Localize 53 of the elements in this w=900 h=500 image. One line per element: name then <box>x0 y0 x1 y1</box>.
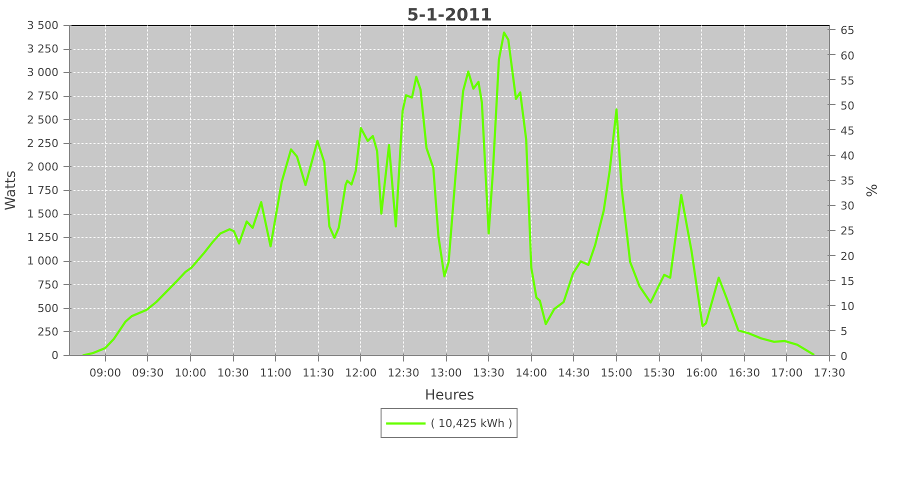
y-tick-label: 2 250 <box>27 136 59 150</box>
y-tick-label: 1 000 <box>27 254 59 268</box>
y-tick-label: 3 500 <box>27 19 59 32</box>
x-tick-label: 12:00 <box>345 366 377 380</box>
x-axis-title: Heures <box>424 388 474 404</box>
y-tick-label: 250 <box>38 325 59 338</box>
x-tick-label: 11:00 <box>260 366 292 380</box>
y2-tick-label: 20 <box>840 250 854 263</box>
y-tick-label: 2 500 <box>27 113 59 126</box>
y2-tick-label: 60 <box>840 49 854 62</box>
x-tick-label: 17:00 <box>771 366 803 380</box>
x-tick-label: 09:30 <box>132 366 164 380</box>
x-tick-label: 15:30 <box>643 366 675 380</box>
y2-tick-label: 50 <box>840 99 854 112</box>
y-tick-label: 3 000 <box>27 66 59 80</box>
x-tick-label: 16:30 <box>728 366 760 380</box>
line-series <box>82 31 816 356</box>
x-tick-label: 10:30 <box>217 366 249 380</box>
y2-tick-label: 10 <box>840 300 854 313</box>
chart-title: 5-1-2011 <box>406 6 492 26</box>
y-tick-label: 1 500 <box>27 208 59 221</box>
y2-tick-label: 35 <box>840 174 854 188</box>
x-tick-label: 13:00 <box>430 366 462 380</box>
y2-tick-label: 65 <box>840 24 854 38</box>
y2-axis-title: % <box>862 184 878 198</box>
x-tick-label: 16:00 <box>686 366 718 380</box>
x-tick-label: 12:30 <box>388 366 420 380</box>
y-tick-label: 3 250 <box>27 42 59 56</box>
y2-tick-label: 45 <box>840 124 854 138</box>
y2-tick-label: 30 <box>840 200 854 213</box>
x-tick-label: 14:00 <box>515 366 548 380</box>
x-tick-label: 17:30 <box>814 366 846 380</box>
y-tick-label: 2 750 <box>27 90 59 103</box>
y2-tick-label: 25 <box>840 224 854 238</box>
y2-tick-label: 5 <box>840 324 848 338</box>
x-tick-label: 14:30 <box>558 366 590 380</box>
y-axis-title: Watts <box>3 170 20 210</box>
y-tick-label: 0 <box>52 349 58 362</box>
y2-tick-label: 40 <box>840 150 854 163</box>
y-tick-label: 1 750 <box>27 184 59 197</box>
y-tick-label: 500 <box>38 302 59 315</box>
legend-label: ( 10,425 kWh ) <box>430 416 512 430</box>
y-tick-label: 2 000 <box>27 160 59 174</box>
y2-tick-label: 15 <box>840 274 854 288</box>
y-tick-label: 750 <box>38 278 59 292</box>
x-tick-label: 13:30 <box>472 366 505 380</box>
x-tick-label: 09:00 <box>89 366 122 380</box>
x-tick-label: 10:00 <box>174 366 206 380</box>
y2-tick-label: 55 <box>840 74 854 88</box>
y2-tick-label: 0 <box>840 350 848 363</box>
x-tick-label: 11:30 <box>302 366 334 380</box>
y-tick-label: 1 250 <box>27 231 59 244</box>
x-tick-label: 15:00 <box>600 366 632 380</box>
